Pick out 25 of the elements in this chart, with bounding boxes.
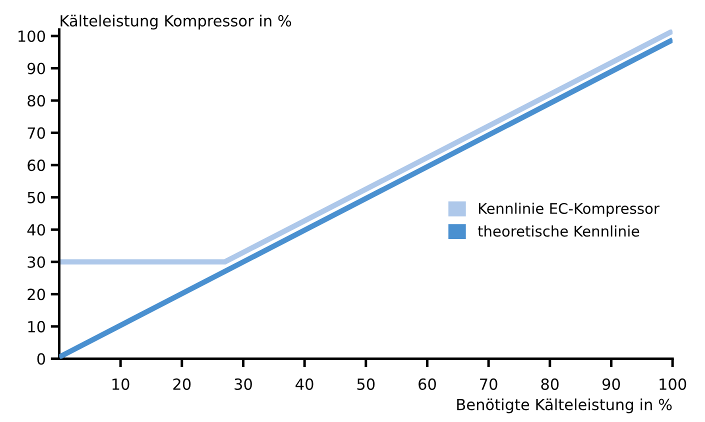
y-tick-label: 70 [28, 127, 46, 139]
legend-label: theoretische Kennlinie [478, 225, 640, 237]
x-tick-label: 80 [541, 378, 559, 390]
x-tick-label: 40 [296, 378, 314, 390]
x-axis-title: Benötigte Kälteleistung in % [457, 398, 672, 414]
y-axis-title: Kälteleistung Kompressor in % [60, 14, 292, 30]
x-tick-label: 30 [234, 378, 252, 390]
y-tick-label: 80 [28, 95, 46, 107]
x-tick-label: 60 [418, 378, 436, 390]
x-tick-label: 100 [660, 378, 686, 390]
y-tick-label: 50 [28, 192, 46, 204]
legend-label: Kennlinie EC-Kompressor [478, 202, 660, 217]
y-tick-label: 20 [28, 288, 46, 300]
y-tick-label: 0 [37, 353, 46, 365]
x-tick-label: 70 [480, 378, 498, 390]
y-tick-label: 10 [28, 320, 46, 332]
y-tick-label: 60 [28, 160, 46, 172]
x-tick-label: 20 [173, 378, 191, 390]
y-tick-label: 90 [28, 62, 46, 74]
x-tick-label: 10 [112, 378, 130, 390]
x-tick-label: 90 [602, 378, 620, 390]
y-tick-label: 100 [18, 30, 46, 42]
y-tick-label: 40 [27, 224, 46, 236]
y-tick-label: 30 [28, 256, 46, 268]
x-tick-label: 50 [357, 378, 375, 390]
